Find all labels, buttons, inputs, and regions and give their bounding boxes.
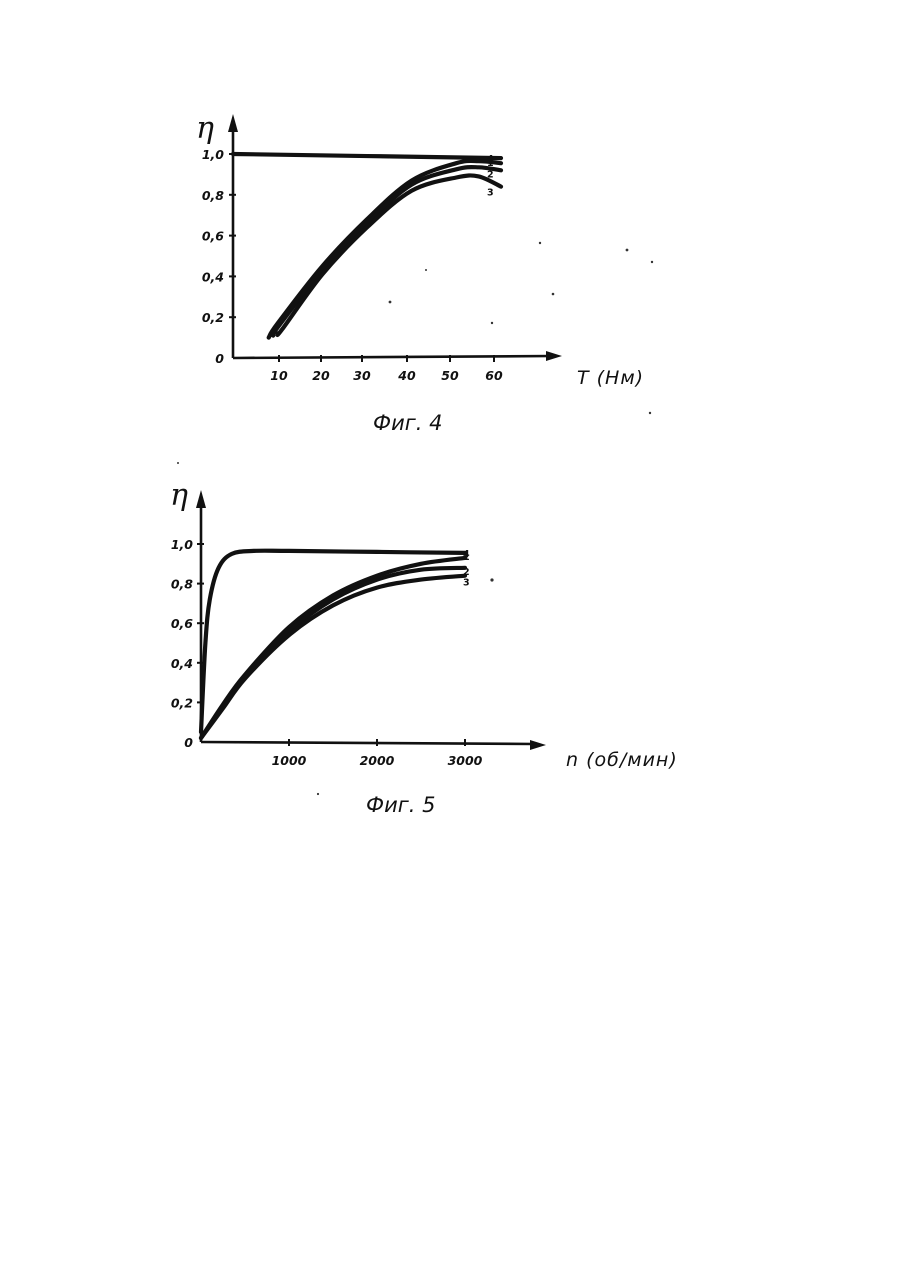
fig4-x-tick-label: 40 [397,368,416,383]
fig4-series-3-label: 3 [487,188,494,199]
fig5-x-axis-label: n (об/мин) [566,749,678,771]
fig5-series-2-label: 2 [463,567,470,578]
fig4-x-axis-arrow-icon [546,351,562,361]
scan-noise [177,242,653,795]
figure-5: η n (об/мин) Фиг. 5 0 0,2 0,4 0,6 0,8 1,0 100… [170,478,678,817]
fig4-y-tick-label: 0 [215,351,224,366]
fig5-y-tick-label: 0,8 [171,577,193,592]
fig5-series-1-line [201,558,465,738]
fig4-y-tick-label: 1,0 [202,147,224,162]
fig4-series-2-line [273,167,501,336]
fig4-caption: Фиг. 4 [373,411,442,435]
fig4-y-tick-label: 0,4 [202,269,224,284]
fig4-y-tick-label: 0,2 [202,310,224,325]
fig4-y-axis-arrow-icon [228,114,238,132]
fig4-series-2-label: 2 [487,169,494,180]
fig4-x-tick-label: 30 [353,368,371,383]
fig5-y-tick-label: 0,6 [171,616,193,631]
fig5-y-tick-label: 0 [184,735,193,750]
fig4-series-4-line [233,154,501,158]
fig4-x-tick-label: 50 [441,368,459,383]
fig5-y-axis-arrow-icon [196,490,206,508]
figure-4: η T (Нм) Фиг. 4 0 0,2 0,4 0,6 0,8 1,0 10 20 30 4… [196,111,644,435]
fig5-y-tick-label: 1,0 [171,537,193,552]
fig5-x-axis [201,742,535,744]
fig5-y-tick-label: 0,4 [171,656,193,671]
fig4-series-1-label: 1 [487,158,494,169]
fig4-x-tick-label: 20 [312,368,330,383]
fig5-x-tick-label: 1000 [272,753,307,768]
fig5-x-tick-label: 2000 [360,753,395,768]
fig5-y-tick-label: 0,2 [171,695,193,710]
fig4-x-tick-label: 60 [485,368,503,383]
fig5-x-tick-label: 3000 [448,753,483,768]
fig5-y-axis-label: η [170,478,188,513]
fig4-y-tick-label: 0,8 [202,188,224,203]
fig4-x-tick-label: 10 [270,368,288,383]
fig5-series-1-label: 1 [463,552,470,563]
fig4-y-axis-label: η [196,111,214,146]
fig4-y-tick-label: 0,6 [202,229,224,244]
fig4-x-axis-label: T (Нм) [577,367,644,389]
fig5-caption: Фиг. 5 [366,793,435,817]
fig4-series-1-line [269,161,501,338]
fig5-x-axis-arrow-icon [530,740,546,750]
fig4-x-axis [233,356,552,358]
fig5-series-3-label: 3 [463,578,470,589]
